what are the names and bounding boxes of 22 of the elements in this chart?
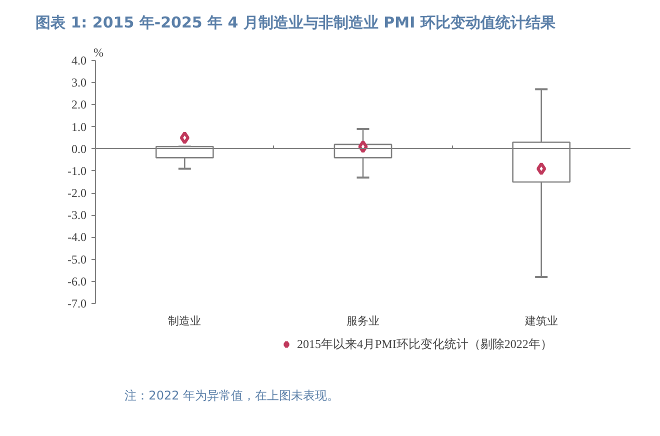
y-tick-label: -5.0 — [68, 252, 87, 266]
x-tick-label: 建筑业 — [524, 314, 558, 328]
point — [536, 162, 546, 176]
chart-title: 图表 1: 2015 年-2025 年 4 月制造业与非制造业 PMI 环比变动值统计结果 — [36, 14, 556, 32]
point — [358, 140, 368, 154]
y-tick-label: 3.0 — [72, 76, 86, 90]
y-tick-label: -6.0 — [68, 274, 87, 288]
y-tick-label: -1.0 — [68, 164, 87, 178]
y-tick-label: -7.0 — [68, 296, 87, 310]
y-tick-label: 0.0 — [72, 142, 86, 156]
x-tick-label: 制造业 — [168, 314, 202, 328]
y-tick-label: 1.0 — [72, 120, 86, 134]
x-tick-label: 服务业 — [346, 314, 380, 328]
y-tick-label: -3.0 — [68, 208, 87, 222]
y-tick-label: -4.0 — [68, 230, 87, 244]
y-axis-title: % — [94, 46, 104, 60]
legend-label: 2015年以来4月PMI环比变化统计（剔除2022年） — [297, 336, 552, 352]
text: 注：2022 年为异常值，在上图未表现。 — [124, 388, 340, 402]
y-tick-label: 4.0 — [72, 54, 86, 68]
y-tick-label: -2.0 — [68, 186, 87, 200]
point — [180, 131, 190, 144]
y-tick-label: 2.0 — [72, 98, 86, 112]
